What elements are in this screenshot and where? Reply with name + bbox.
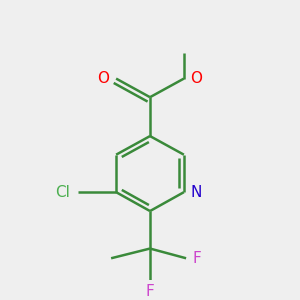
Text: N: N	[191, 185, 202, 200]
Text: O: O	[98, 71, 110, 86]
Text: F: F	[193, 251, 202, 266]
Text: Cl: Cl	[55, 185, 70, 200]
Text: F: F	[146, 284, 154, 299]
Text: O: O	[190, 71, 202, 86]
